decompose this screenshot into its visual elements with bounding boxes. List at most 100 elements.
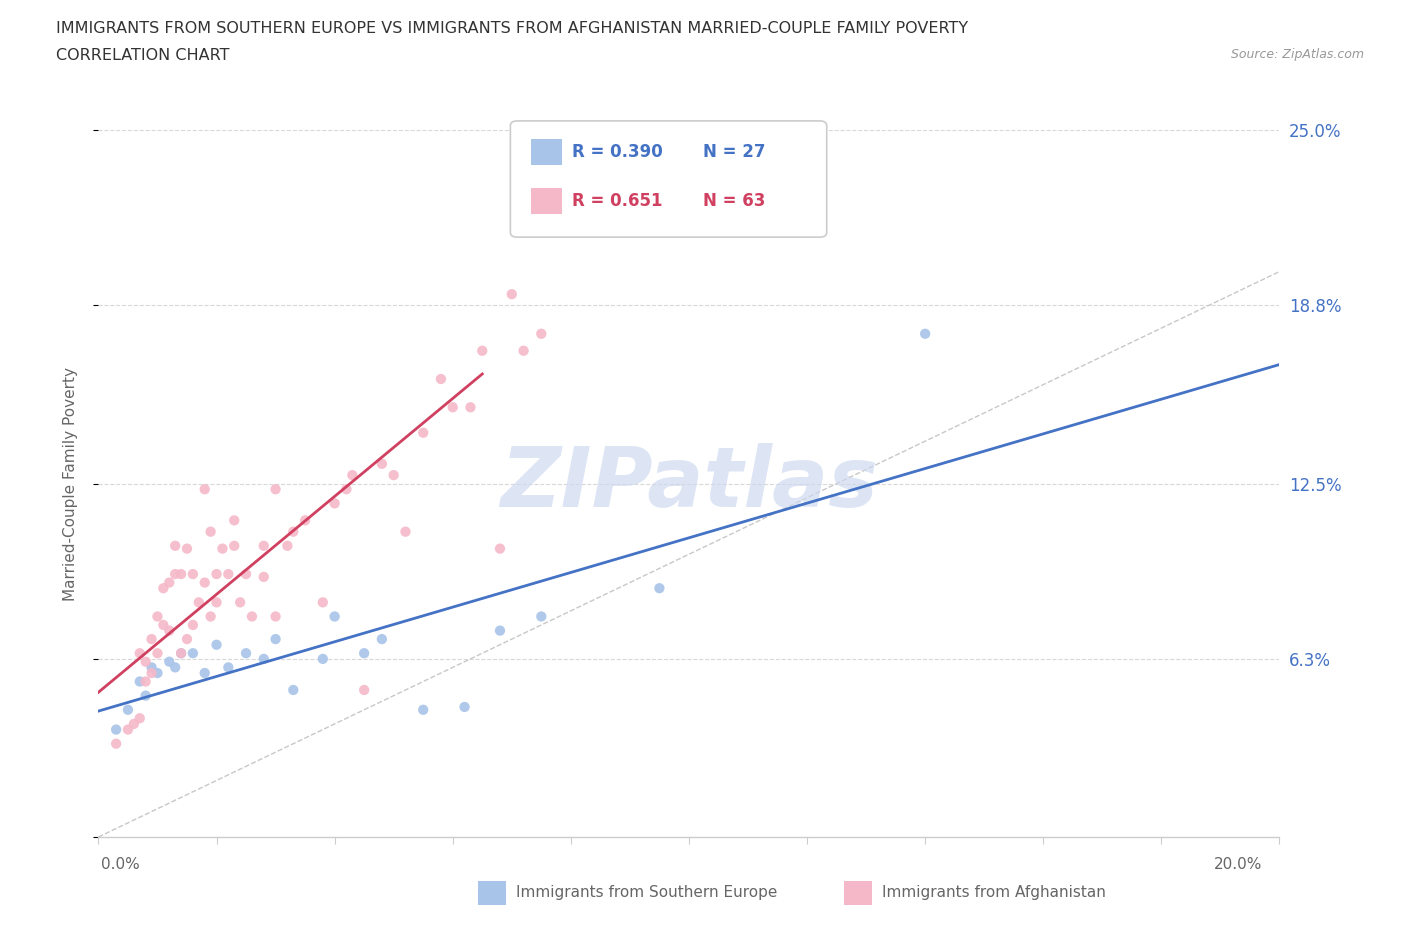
Point	[323, 496, 346, 511]
Point	[453, 699, 475, 714]
Point	[146, 666, 169, 681]
Point	[141, 666, 163, 681]
Point	[135, 674, 157, 689]
Point	[157, 623, 180, 638]
Point	[165, 660, 187, 675]
Point	[353, 683, 375, 698]
Point	[323, 609, 346, 624]
Point	[176, 631, 198, 646]
Point	[181, 618, 204, 632]
Point	[200, 525, 222, 539]
Point	[157, 575, 180, 590]
Point	[105, 722, 128, 737]
Text: R = 0.390: R = 0.390	[572, 142, 664, 161]
Point	[105, 737, 128, 751]
Point	[152, 580, 174, 595]
Point	[217, 566, 239, 581]
Point	[371, 457, 394, 472]
Point	[489, 623, 512, 638]
Text: ZIPatlas: ZIPatlas	[501, 443, 877, 525]
Point	[152, 618, 174, 632]
Point	[353, 645, 375, 660]
Point	[181, 645, 204, 660]
Point	[235, 566, 257, 581]
Point	[128, 645, 150, 660]
Text: N = 63: N = 63	[703, 192, 765, 210]
Point	[157, 655, 180, 670]
Point	[312, 595, 335, 610]
Point	[501, 286, 523, 301]
Point	[441, 400, 464, 415]
Point	[460, 400, 482, 415]
Y-axis label: Married-Couple Family Poverty: Married-Couple Family Poverty	[63, 366, 77, 601]
Point	[253, 569, 276, 584]
Point	[430, 372, 453, 387]
Point	[194, 482, 217, 497]
Point	[253, 651, 276, 666]
Point	[240, 609, 263, 624]
Point	[648, 580, 671, 595]
Point	[117, 702, 139, 717]
Point	[205, 566, 228, 581]
Point	[394, 525, 416, 539]
Point	[170, 645, 193, 660]
Point	[146, 645, 169, 660]
Point	[205, 595, 228, 610]
Point	[253, 538, 276, 553]
Text: R = 0.651: R = 0.651	[572, 192, 662, 210]
Point	[146, 609, 169, 624]
Point	[264, 482, 287, 497]
Point	[530, 609, 553, 624]
Point	[235, 645, 257, 660]
Point	[170, 645, 193, 660]
Point	[141, 631, 163, 646]
Point	[312, 651, 335, 666]
Text: 0.0%: 0.0%	[101, 857, 141, 872]
Point	[371, 631, 394, 646]
Point	[135, 688, 157, 703]
Point	[914, 326, 936, 341]
Text: 20.0%: 20.0%	[1215, 857, 1263, 872]
Text: Immigrants from Afghanistan: Immigrants from Afghanistan	[882, 885, 1105, 900]
Point	[489, 541, 512, 556]
Point	[342, 468, 364, 483]
Point	[264, 631, 287, 646]
Point	[224, 513, 246, 528]
Point	[412, 425, 434, 440]
Text: Immigrants from Southern Europe: Immigrants from Southern Europe	[516, 885, 778, 900]
Text: CORRELATION CHART: CORRELATION CHART	[56, 48, 229, 63]
Point	[128, 674, 150, 689]
Point	[200, 609, 222, 624]
Text: N = 27: N = 27	[703, 142, 765, 161]
Point	[229, 595, 252, 610]
Point	[128, 711, 150, 725]
Point	[122, 716, 145, 731]
Point	[135, 655, 157, 670]
Point	[187, 595, 209, 610]
Point	[176, 541, 198, 556]
Point	[165, 566, 187, 581]
Point	[276, 538, 298, 553]
Point	[141, 660, 163, 675]
Point	[117, 722, 139, 737]
Point	[170, 566, 193, 581]
Point	[283, 683, 305, 698]
Point	[217, 660, 239, 675]
Point	[205, 637, 228, 652]
Point	[335, 482, 357, 497]
Point	[512, 343, 534, 358]
Point	[194, 575, 217, 590]
Point	[471, 343, 494, 358]
Point	[571, 100, 593, 115]
Point	[382, 468, 405, 483]
Point	[165, 538, 187, 553]
Point	[181, 566, 204, 581]
Text: Source: ZipAtlas.com: Source: ZipAtlas.com	[1230, 48, 1364, 61]
Point	[194, 666, 217, 681]
Point	[264, 609, 287, 624]
Point	[211, 541, 233, 556]
Point	[530, 326, 553, 341]
Point	[548, 199, 571, 214]
Point	[283, 525, 305, 539]
Text: IMMIGRANTS FROM SOUTHERN EUROPE VS IMMIGRANTS FROM AFGHANISTAN MARRIED-COUPLE FA: IMMIGRANTS FROM SOUTHERN EUROPE VS IMMIG…	[56, 21, 969, 36]
